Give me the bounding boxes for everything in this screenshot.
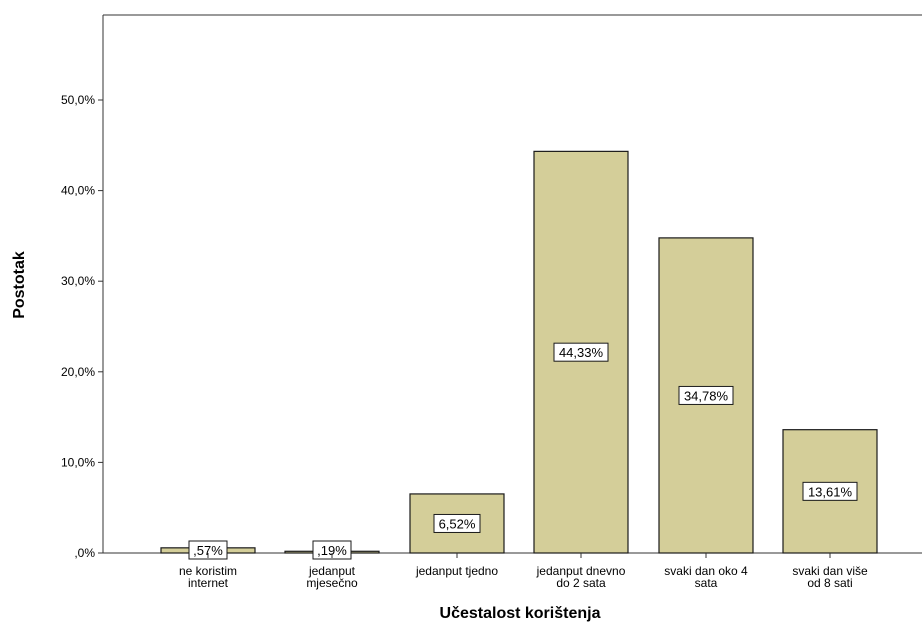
y-tick-label: 10,0%: [61, 455, 95, 469]
y-tick-label: 50,0%: [61, 93, 95, 107]
y-tick-label: ,0%: [74, 546, 95, 560]
x-category-label: od 8 sati: [807, 576, 852, 590]
data-label-box: [433, 513, 481, 533]
data-label: 6,52%: [433, 513, 481, 533]
y-tick-label: 40,0%: [61, 184, 95, 198]
x-category-label: mjesečno: [306, 576, 358, 590]
y-tick-label: 30,0%: [61, 274, 95, 288]
y-axis-title: Postotak: [11, 251, 28, 319]
x-category-label: ne koristim: [179, 564, 237, 578]
x-category-label: svaki dan oko 4: [664, 564, 748, 578]
y-tick-label: 20,0%: [61, 365, 95, 379]
data-label-text: ,19%: [317, 543, 347, 558]
x-category-label: jedanput dnevno: [536, 564, 626, 578]
x-axis-title: Učestalost korištenja: [440, 605, 601, 622]
data-label-box: [678, 385, 734, 405]
data-labels: ,57% ,19% 6,52% 44,33% 34,78% 13,61%: [188, 342, 858, 560]
x-category-label: svaki dan više: [792, 564, 868, 578]
bars: [160, 150, 878, 554]
data-label-box: [312, 540, 352, 560]
x-category-label: jedanput tjedno: [415, 564, 498, 578]
data-label: ,57%: [188, 540, 228, 560]
data-label: 34,78%: [678, 385, 734, 405]
y-axis-ticks: ,0% 10,0% 20,0% 30,0% 40,0% 50,0%: [61, 93, 103, 560]
x-category-label: jedanput: [308, 564, 356, 578]
x-category-label: sata: [695, 576, 718, 590]
data-label-text: ,57%: [193, 543, 223, 558]
data-label-box: [188, 540, 228, 560]
data-label-text: 6,52%: [439, 516, 476, 531]
data-label-text: 44,33%: [559, 345, 604, 360]
data-label: ,19%: [312, 540, 352, 560]
x-category-label: internet: [188, 576, 229, 590]
data-label-text: 13,61%: [808, 484, 853, 499]
data-label-box: [802, 481, 858, 501]
x-category-label: do 2 sata: [556, 576, 606, 590]
data-label-text: 34,78%: [684, 388, 729, 403]
data-label-box: [553, 342, 609, 362]
data-label: 44,33%: [553, 342, 609, 362]
data-label: 13,61%: [802, 481, 858, 501]
